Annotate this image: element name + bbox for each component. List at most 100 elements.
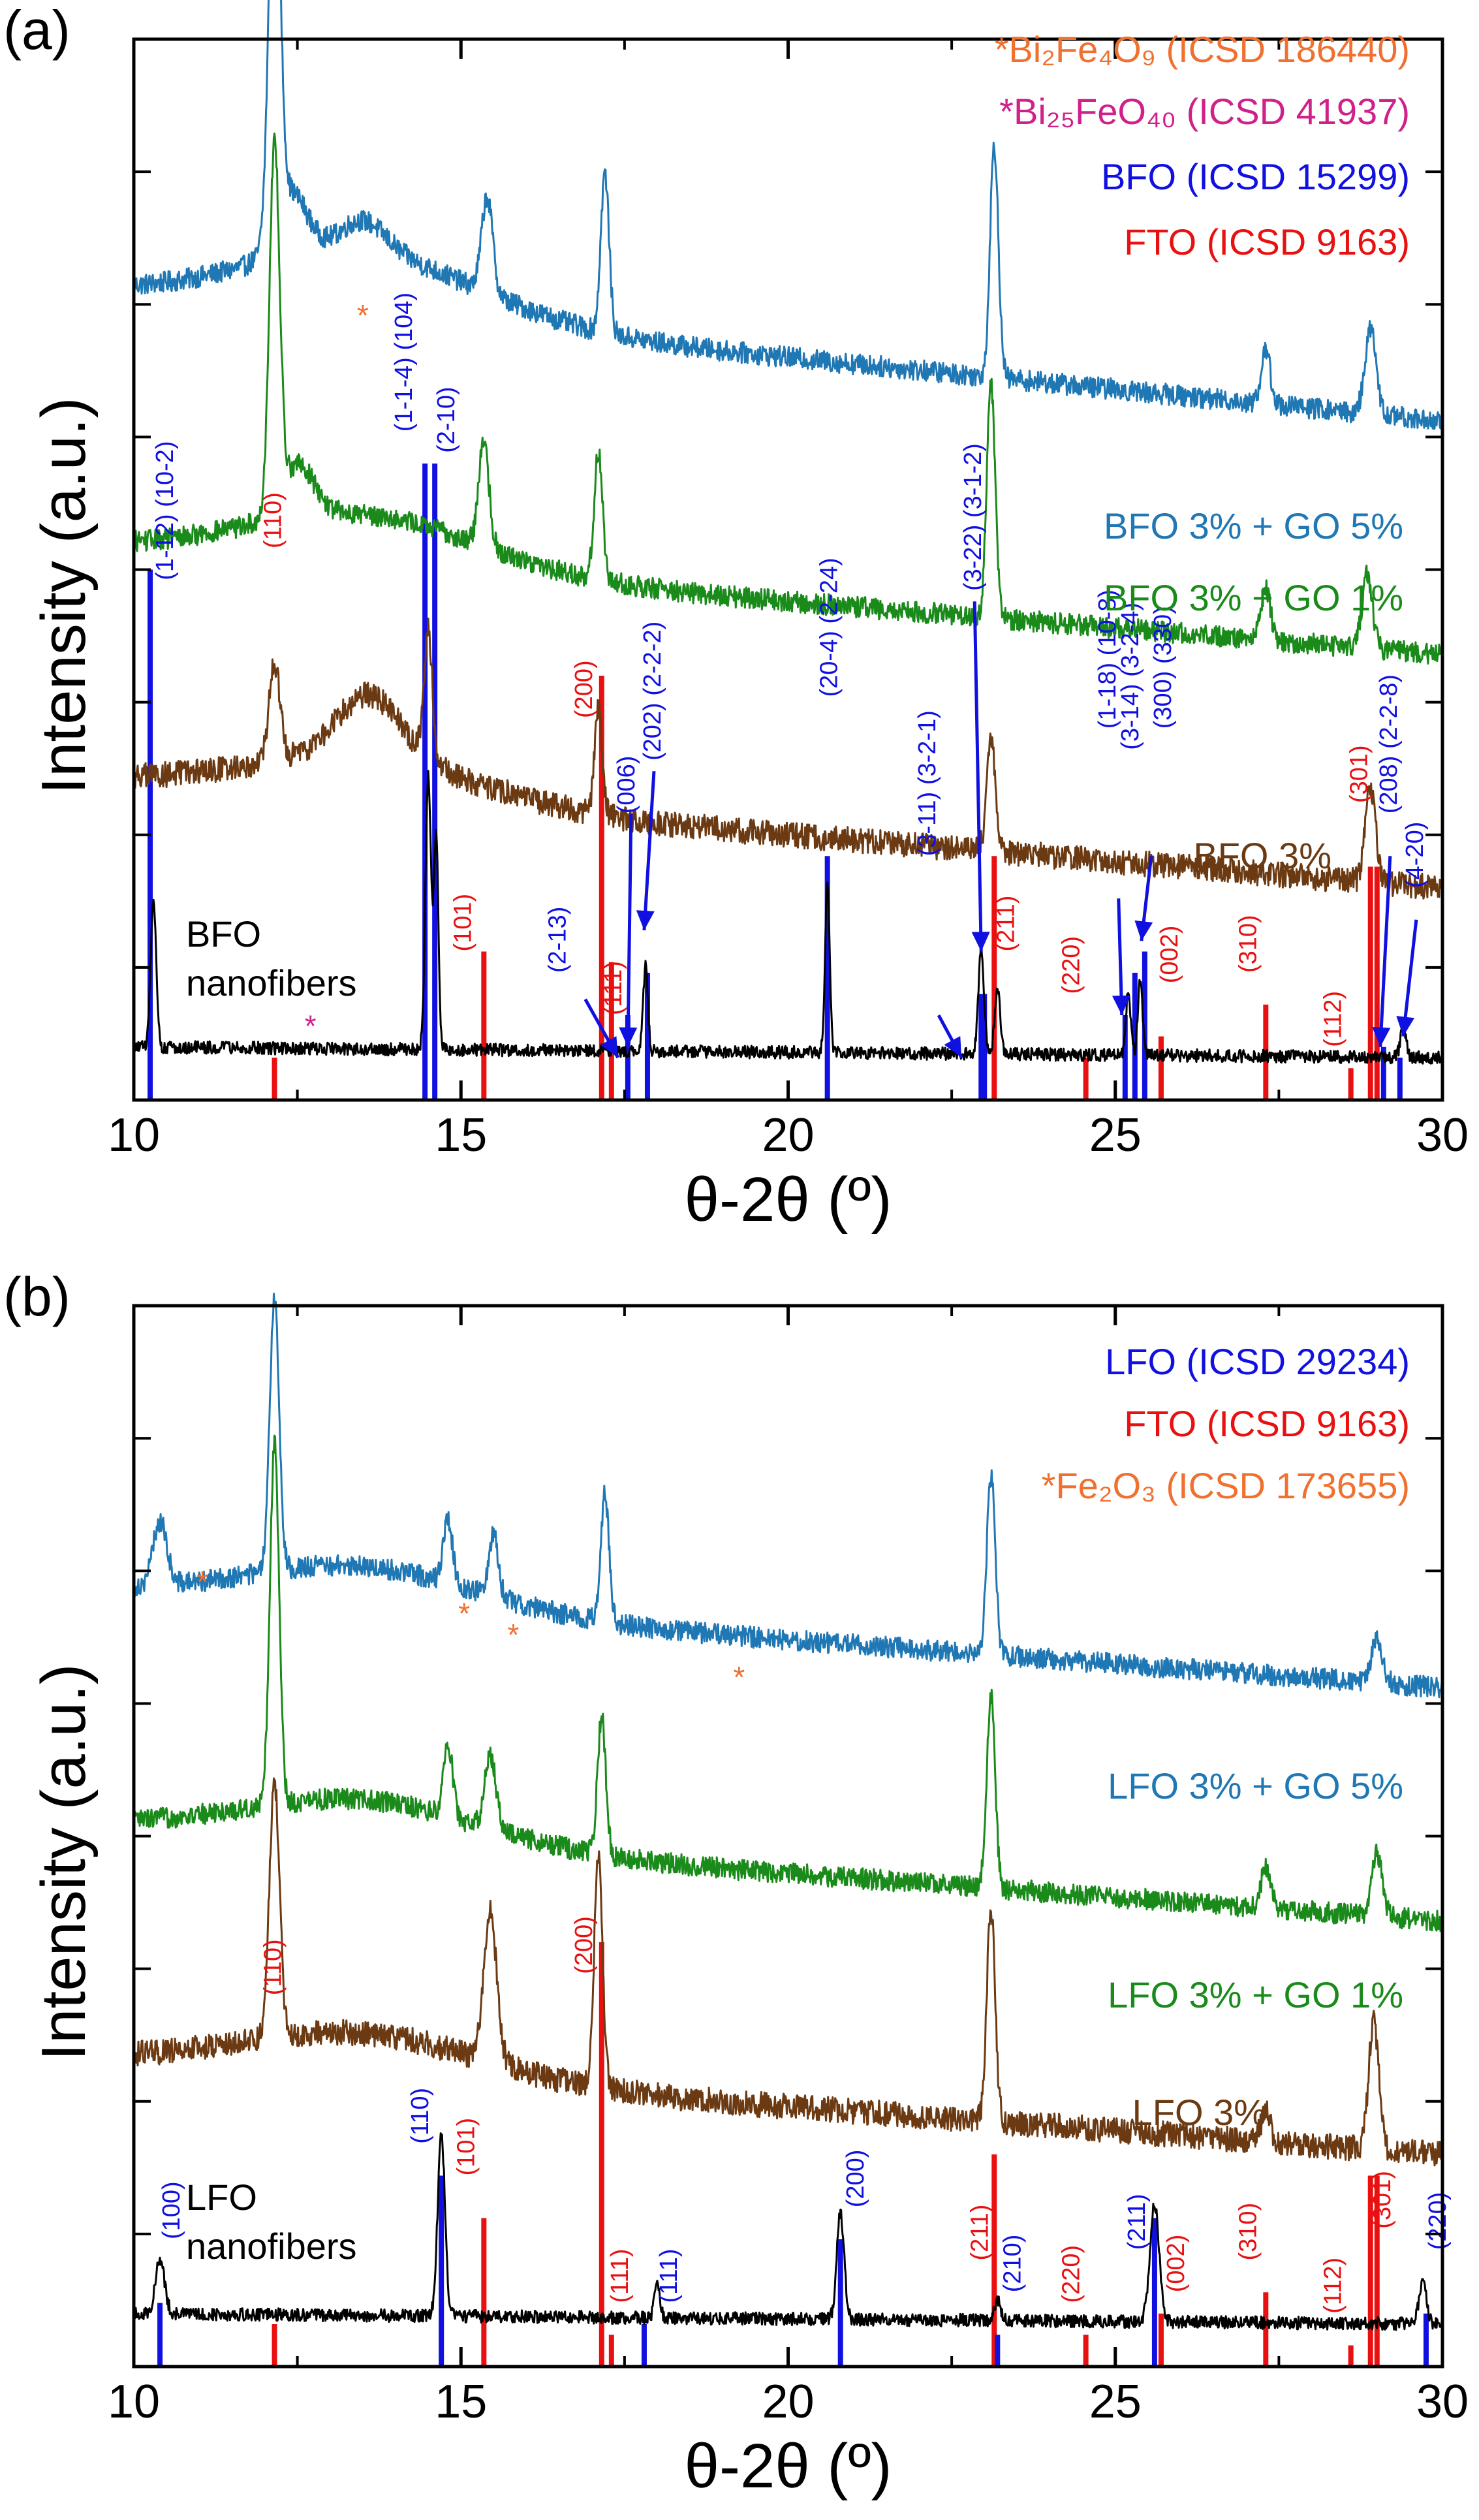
hkl-label: (110) (260, 1939, 287, 1995)
annotation-arrow (626, 813, 633, 1047)
hkl-label: (1-1-4) (104) (390, 292, 418, 432)
x-tick-label: 10 (108, 1109, 160, 1161)
series-label: LFO 3% + GO 5% (1108, 1765, 1403, 1806)
hkl-label: (211) (966, 2205, 993, 2261)
series-trace-3 (132, 2132, 1444, 2331)
series-trace-2 (132, 618, 1444, 900)
x-tick-label: 25 (1089, 2376, 1142, 2428)
hkl-label: (310) (1234, 915, 1262, 973)
annotation-arrowhead (1396, 1016, 1415, 1037)
impurity-star-marker: * (458, 1597, 470, 1631)
x-tick-label: 15 (435, 1109, 487, 1161)
series-label: LFO (186, 2177, 257, 2218)
series-label: nanofibers (186, 2226, 357, 2267)
hkl-label: (111) (655, 2248, 683, 2303)
annotation-arrowhead (971, 932, 990, 952)
series-trace-0 (132, 0, 1444, 430)
hkl-label: (301) (1346, 745, 1373, 803)
series-label: BFO 3% + GO 5% (1104, 505, 1403, 546)
hkl-label: (310) (1234, 2203, 1262, 2261)
hkl-label: (006) (613, 756, 640, 814)
hkl-label: (211) (992, 896, 1020, 952)
hkl-label: (110) (260, 492, 287, 548)
impurity-star-marker: * (357, 298, 369, 332)
x-tick-label: 30 (1416, 2376, 1469, 2428)
hkl-label: (202) (2-2-2) (639, 622, 666, 761)
hkl-label: (300) (330) (1149, 606, 1177, 729)
hkl-label: (002) (1156, 926, 1183, 984)
impurity-star-marker: * (733, 1660, 745, 1694)
hkl-label: (101) (449, 894, 476, 952)
panel-label: (b) (3, 1266, 70, 1327)
x-tick-label: 10 (108, 2376, 160, 2428)
hkl-label: (100) (158, 2181, 185, 2239)
annotation-arrowhead (619, 1027, 638, 1047)
x-tick-label: 15 (435, 2376, 487, 2428)
hkl-label: (200) (570, 1916, 598, 1974)
legend-entry: FTO (ICSD 9163) (1124, 1403, 1410, 1444)
x-tick-label: 20 (762, 2376, 814, 2428)
hkl-label: (220) (1424, 2192, 1452, 2250)
legend-entry: BFO (ICSD 15299) (1101, 156, 1410, 197)
series-label: BFO (186, 913, 261, 954)
series-trace-0 (132, 1293, 1444, 1699)
x-axis-title: θ-2θ (º) (685, 1165, 892, 1235)
hkl-label: (200) (842, 2150, 869, 2208)
series-trace-3 (132, 770, 1444, 1065)
legend-entry: LFO (ICSD 29234) (1105, 1341, 1410, 1382)
hkl-label: (110) (407, 2088, 434, 2144)
hkl-label: (111) (606, 2248, 634, 2303)
hkl-label: (4-20) (1401, 822, 1429, 888)
impurity-star-marker: * (305, 1009, 317, 1043)
hkl-label: (101) (452, 2118, 480, 2176)
hkl-label: (1-18) (10-8) (1094, 590, 1121, 729)
annotation-arrowhead (636, 910, 655, 930)
hkl-label: (2-10) (433, 386, 460, 452)
hkl-label: (20-4) (2-24) (816, 558, 843, 697)
impurity-star-marker: * (196, 1565, 208, 1599)
series-trace-1 (132, 1434, 1444, 1932)
x-tick-label: 25 (1089, 1109, 1142, 1161)
hkl-label: (208) (2-2-8) (1375, 674, 1403, 813)
annotation-arrowhead (944, 1035, 962, 1058)
hkl-label: (002) (1162, 2235, 1190, 2293)
legend-entry: *Bi₂₅FeO₄₀ (ICSD 41937) (999, 91, 1410, 132)
x-tick-label: 30 (1416, 1109, 1469, 1161)
series-trace-2 (132, 1777, 1444, 2167)
hkl-label: (301) (1369, 2171, 1396, 2229)
series-label: nanofibers (186, 962, 357, 1003)
annotation-arrow (642, 771, 656, 931)
series-trace-1 (132, 133, 1444, 665)
annotation-arrow (973, 601, 983, 952)
panel-label: (a) (3, 0, 70, 61)
hkl-label: (3-22) (3-1-2) (959, 443, 987, 591)
hkl-label: (1-12) (10-2) (151, 441, 179, 580)
series-label: LFO 3% (1132, 2092, 1266, 2133)
hkl-label: (112) (1320, 2258, 1347, 2314)
series-label: BFO 3% (1193, 835, 1331, 876)
hkl-label: (3-14) (3-2-4) (1117, 603, 1144, 750)
legend-entry: *Fe₂O₃ (ICSD 173655) (1042, 1465, 1410, 1506)
legend-entry: *Bi₂Fe₄O₉ (ICSD 186440) (995, 29, 1410, 70)
hkl-label: (211) (1123, 2194, 1151, 2250)
hkl-label: (112) (1320, 991, 1347, 1047)
annotation-arrowhead (1112, 995, 1130, 1015)
annotation-arrowhead (1372, 1027, 1391, 1047)
hkl-label: (200) (570, 660, 598, 718)
series-label: BFO 3% + GO 1% (1104, 577, 1403, 618)
hkl-label: (220) (1058, 936, 1085, 994)
legend-entry: FTO (ICSD 9163) (1124, 221, 1410, 262)
y-axis-title: Intensity (a.u.) (29, 1663, 99, 2060)
annotation-arrow (1378, 856, 1392, 1047)
hkl-label: (3-11) (3-2-1) (914, 710, 941, 856)
hkl-label: (210) (999, 2235, 1026, 2293)
annotation-arrowhead (600, 1035, 618, 1058)
hkl-label: (2-13) (544, 907, 572, 973)
y-axis-title: Intensity (a.u.) (29, 397, 99, 794)
x-tick-label: 20 (762, 1109, 814, 1161)
x-axis-title: θ-2θ (º) (685, 2431, 892, 2501)
impurity-star-marker: * (507, 1618, 519, 1652)
hkl-label: (220) (1058, 2245, 1085, 2303)
series-label: LFO 3% + GO 1% (1108, 1974, 1403, 2015)
